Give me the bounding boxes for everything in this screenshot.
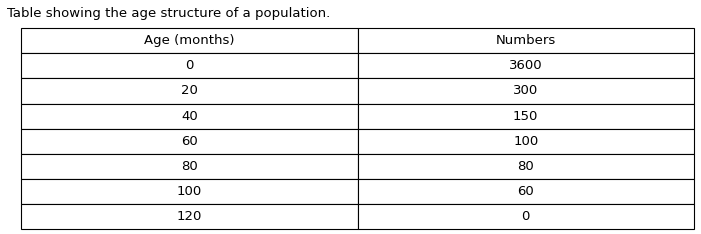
Text: Table showing the age structure of a population.: Table showing the age structure of a pop… [7,7,330,20]
